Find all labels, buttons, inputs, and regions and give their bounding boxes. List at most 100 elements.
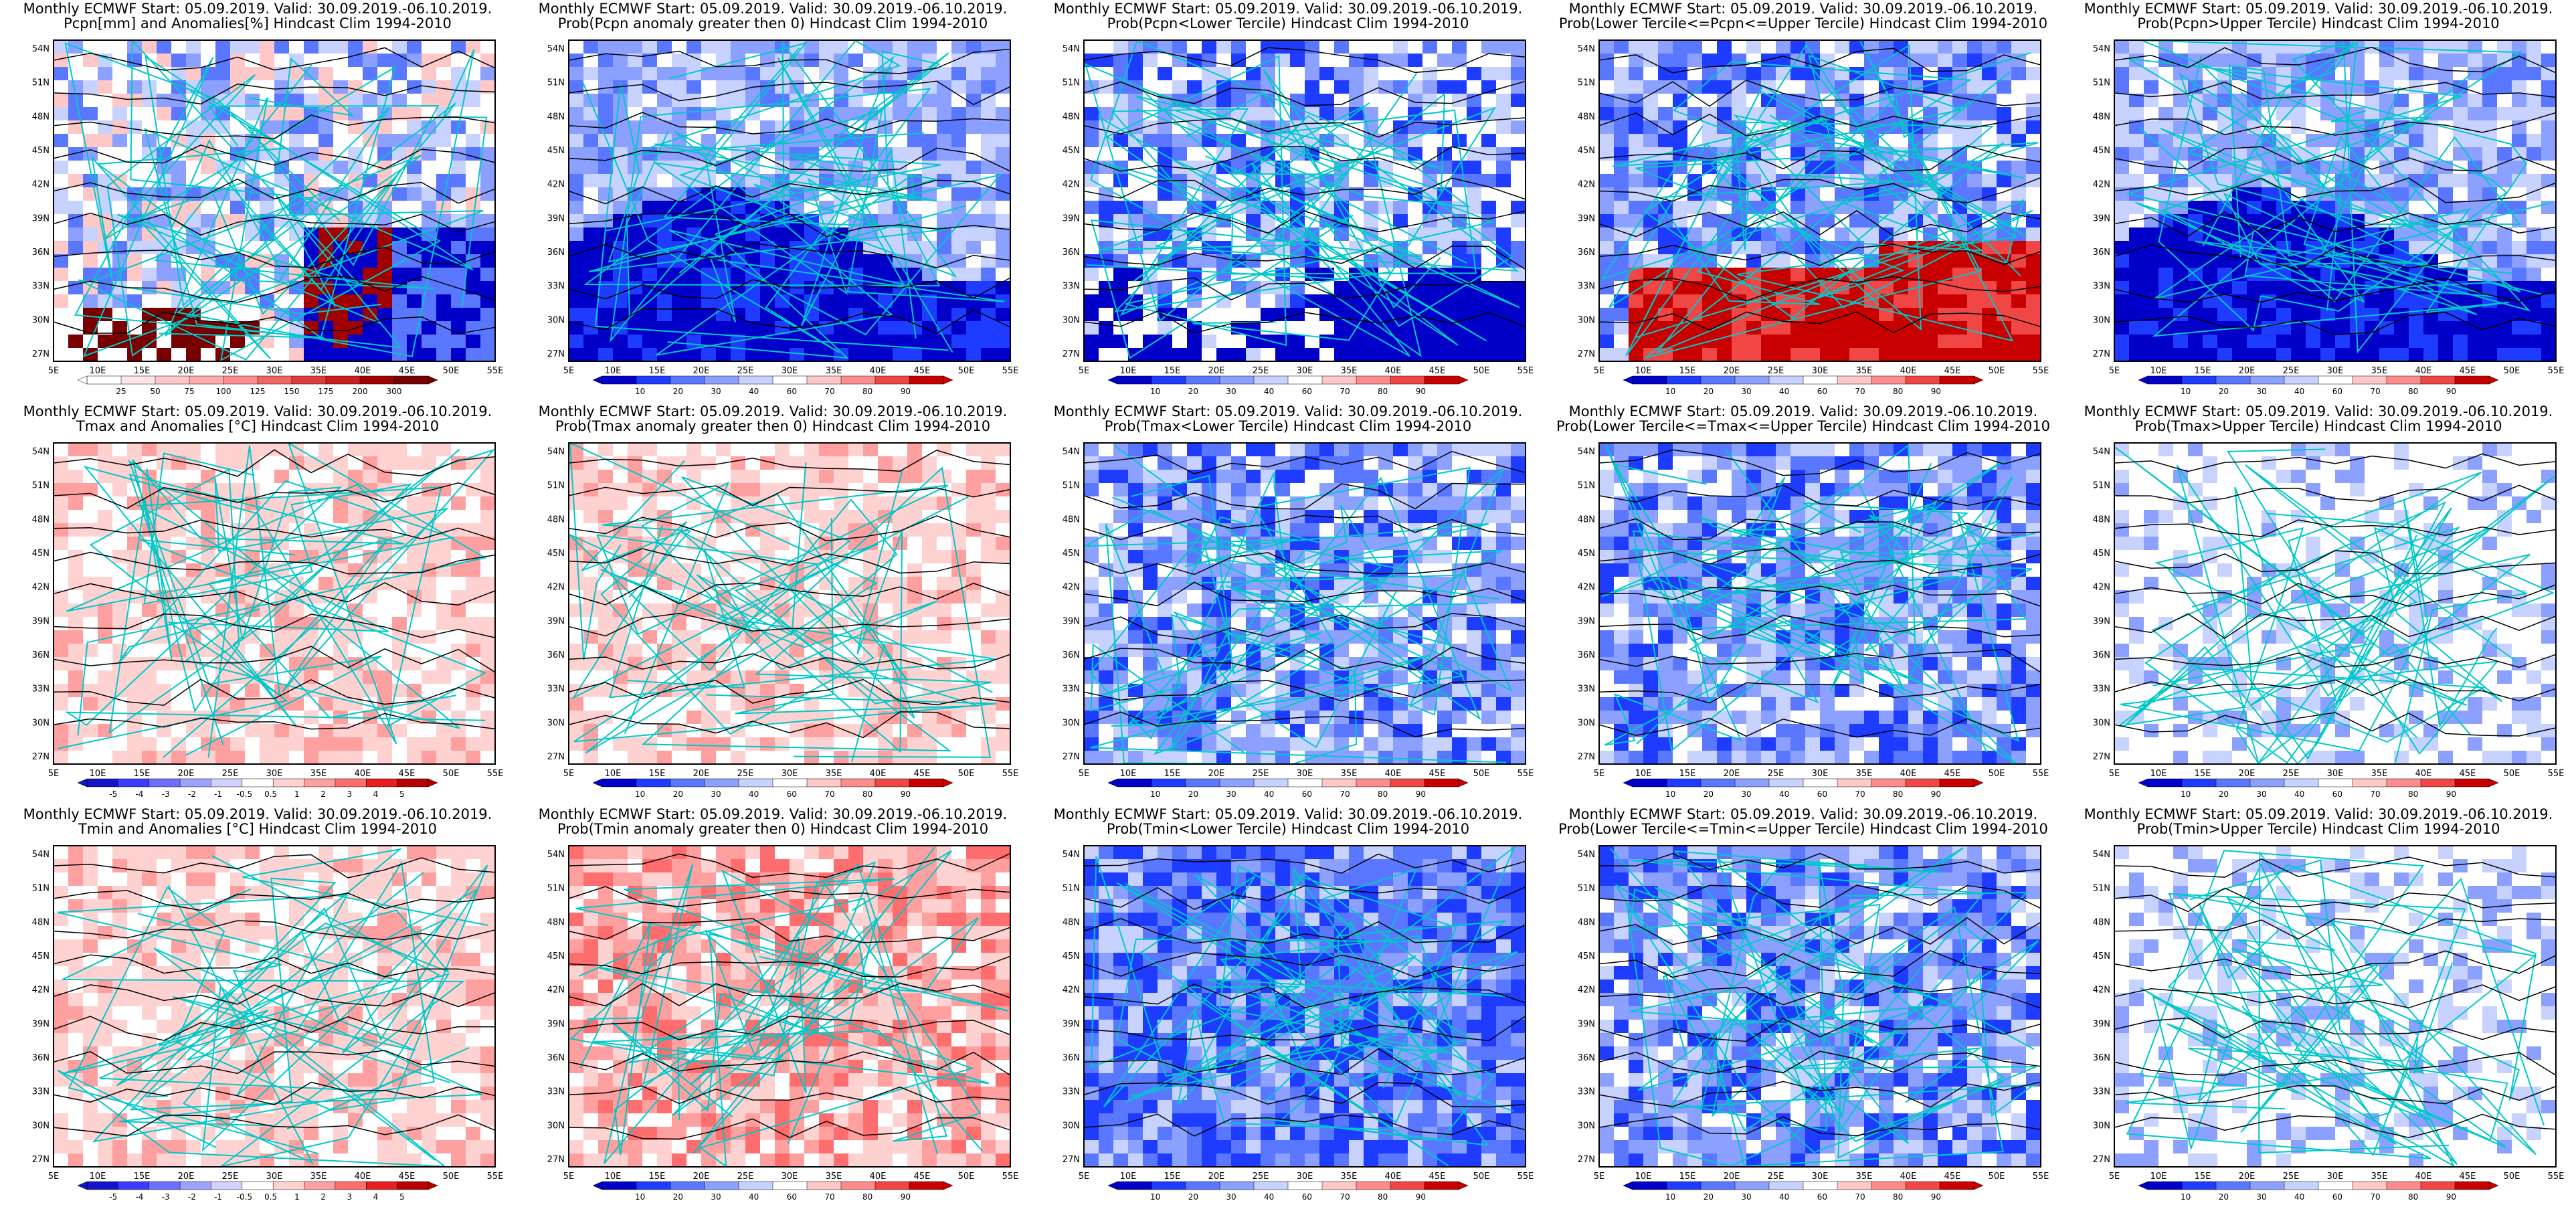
lat-tick-label: 48N <box>32 515 50 525</box>
lat-tick-label: 36N <box>547 248 565 258</box>
panel-title: Monthly ECMWF Start: 05.09.2019. Valid: … <box>515 1 1030 31</box>
map-panel-p-pcpn-upper: Monthly ECMWF Start: 05.09.2019. Valid: … <box>2061 0 2576 401</box>
lat-tick-label: 36N <box>32 650 50 660</box>
color-bar-label: 70 <box>1855 387 1865 396</box>
lat-tick-label: 42N <box>1063 583 1080 593</box>
color-bar-label: 0.5 <box>264 1192 277 1202</box>
color-bar-label: -1 <box>214 1192 222 1202</box>
color-bar-label: 70 <box>1340 790 1350 799</box>
color-bar-label: 40 <box>749 790 759 799</box>
color-bar-label: 10 <box>635 790 645 799</box>
color-bar-label: 10 <box>635 1192 645 1202</box>
lat-tick-label: 39N <box>1578 213 1595 223</box>
color-bar-label: 1 <box>294 1192 300 1202</box>
lat-tick-label: 54N <box>1578 44 1595 54</box>
lat-tick-label: 51N <box>2093 78 2110 88</box>
lat-tick-label: 33N <box>1578 282 1595 292</box>
color-bar-label: 80 <box>2408 387 2418 396</box>
lat-tick-label: 33N <box>32 282 50 292</box>
color-bar-label: 60 <box>1302 1192 1312 1202</box>
map-panel-p-tmin-anom: Monthly ECMWF Start: 05.09.2019. Valid: … <box>0 806 515 1207</box>
panel-title-line1: Monthly ECMWF Start: 05.09.2019. Valid: … <box>1030 1 1546 16</box>
color-bar-label: 90 <box>1931 387 1941 396</box>
color-bar-label: 90 <box>2446 1192 2456 1202</box>
map-panel-p-tmin-lower: Monthly ECMWF Start: 05.09.2019. Valid: … <box>1030 806 1546 1207</box>
color-bar-label: 90 <box>901 790 911 799</box>
lat-tick-label: 30N <box>1063 315 1080 325</box>
color-bar-label: 90 <box>2446 790 2456 799</box>
lat-tick-label: 33N <box>1578 684 1595 694</box>
color-bar-label: 60 <box>2332 790 2342 799</box>
lat-tick-label: 54N <box>2093 447 2110 457</box>
panel-title-line1: Monthly ECMWF Start: 05.09.2019. Valid: … <box>515 1 1030 16</box>
lat-tick-label: 51N <box>2093 884 2110 894</box>
lat-tick-label: 33N <box>2093 684 2110 694</box>
color-bar-label: 70 <box>824 1192 834 1202</box>
color-bar-label: 20 <box>2219 790 2229 799</box>
panel-title-line2: Prob(Tmin>Upper Tercile) Hindcast Clim 1… <box>2061 822 2576 836</box>
color-bar-label: 20 <box>2219 1192 2229 1202</box>
lat-tick-label: 30N <box>2093 1121 2110 1131</box>
lat-tick-label: 54N <box>547 447 565 457</box>
lat-tick-label: 45N <box>1578 146 1595 156</box>
lat-tick-label: 39N <box>2093 616 2110 626</box>
lat-tick-label: 51N <box>2093 481 2110 491</box>
color-bar-label: 125 <box>250 387 266 396</box>
color-bar-label: 70 <box>1855 790 1865 799</box>
lat-tick-label: 27N <box>32 752 50 762</box>
lat-tick-label: 45N <box>547 146 565 156</box>
lat-tick-label: 48N <box>32 917 50 927</box>
lat-tick-label: 36N <box>547 650 565 660</box>
lat-tick-label: 27N <box>2093 1155 2110 1165</box>
lat-tick-label: 39N <box>1578 1019 1595 1029</box>
color-bar-label: 80 <box>1378 387 1388 396</box>
lat-tick-label: 54N <box>1063 850 1080 860</box>
panel-title-line2: Prob(Pcpn anomaly greater then 0) Hindca… <box>515 16 1030 31</box>
color-bar-label: 80 <box>1378 1192 1388 1202</box>
color-bar-label: 10 <box>1665 387 1675 396</box>
color-bar-label: 40 <box>1264 1192 1274 1202</box>
lat-tick-label: 30N <box>547 718 565 728</box>
color-bar-label: 50 <box>150 387 160 396</box>
color-bar-label: 10 <box>635 387 645 396</box>
lat-tick-label: 42N <box>547 583 565 593</box>
lat-tick-label: 33N <box>32 1087 50 1097</box>
lat-tick-label: 39N <box>547 616 565 626</box>
lat-tick-label: 48N <box>547 515 565 525</box>
lat-tick-label: 48N <box>1578 515 1595 525</box>
lat-tick-label: 45N <box>1063 549 1080 559</box>
lat-tick-label: 33N <box>2093 282 2110 292</box>
color-bar-label: 80 <box>1893 387 1903 396</box>
color-bar-label: 80 <box>862 1192 872 1202</box>
color-bar-label: 20 <box>1188 1192 1198 1202</box>
color-bar-label: 4 <box>373 790 379 799</box>
color-bar-label: 70 <box>2370 790 2380 799</box>
panel-title-line1: Monthly ECMWF Start: 05.09.2019. Valid: … <box>2061 404 2576 419</box>
color-bar-label: 80 <box>1893 1192 1903 1202</box>
lat-tick-label: 30N <box>2093 718 2110 728</box>
panel-title-line2: Prob(Tmax<Lower Tercile) Hindcast Clim 1… <box>1030 419 1546 434</box>
color-bar-label: 90 <box>1931 790 1941 799</box>
map-panel-p-tmin-mid: Monthly ECMWF Start: 05.09.2019. Valid: … <box>1546 806 2061 1207</box>
lat-tick-label: 51N <box>1578 884 1595 894</box>
color-bar-label: 10 <box>1150 1192 1160 1202</box>
map-panel-p-pcpn-gt0: Monthly ECMWF Start: 05.09.2019. Valid: … <box>515 0 1030 401</box>
color-bar-label: 100 <box>216 387 232 396</box>
color-bar-label: 30 <box>2256 1192 2266 1202</box>
color-bar-label: 40 <box>1779 790 1789 799</box>
panel-title-line1: Monthly ECMWF Start: 05.09.2019. Valid: … <box>0 404 515 419</box>
color-bar-label: 70 <box>1340 1192 1350 1202</box>
panel-title-line1: Monthly ECMWF Start: 05.09.2019. Valid: … <box>1546 404 2061 419</box>
lat-tick-label: 54N <box>1578 850 1595 860</box>
